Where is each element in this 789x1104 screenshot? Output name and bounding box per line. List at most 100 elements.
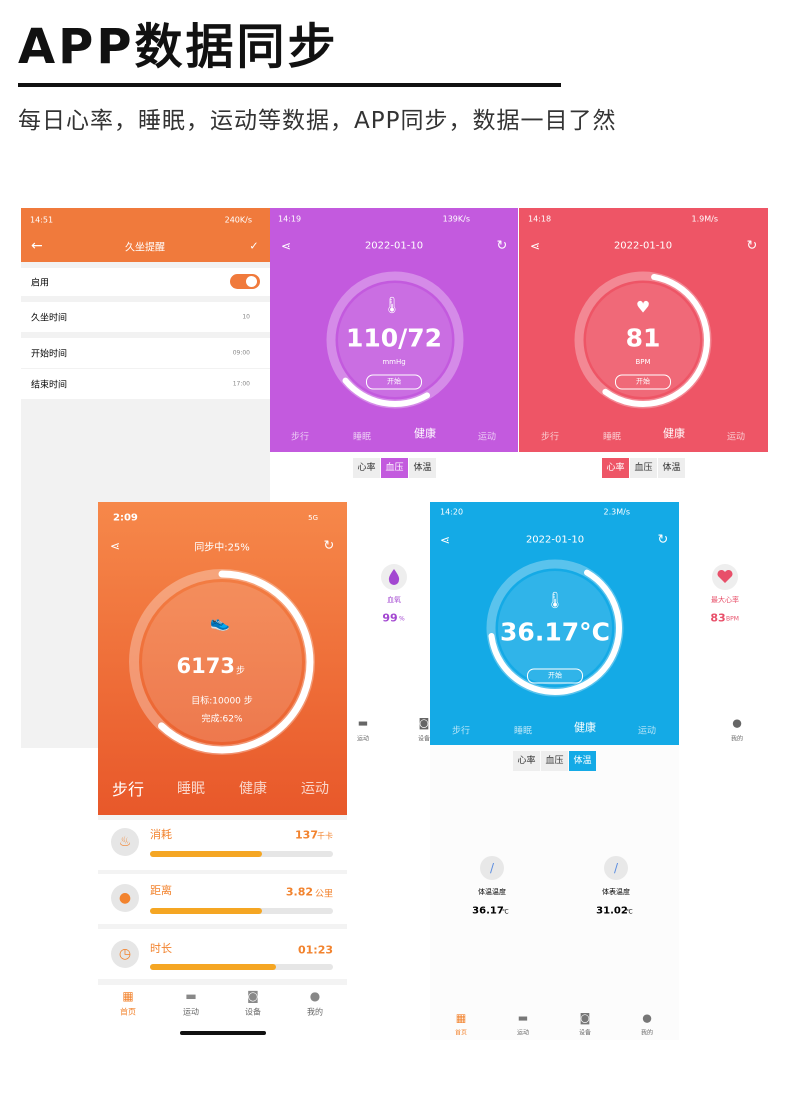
hr-panel xyxy=(519,208,768,452)
tab[interactable]: 睡眠 xyxy=(352,432,372,443)
metric-unit: 千卡 xyxy=(317,831,333,841)
thermometer-icon: / xyxy=(604,856,628,880)
progress-track xyxy=(150,964,333,970)
share-button[interactable]: ⋖ xyxy=(529,239,541,253)
card-label: 血氧 xyxy=(387,596,401,604)
tab[interactable]: 运动 xyxy=(637,726,657,737)
subtab[interactable]: 体温 xyxy=(658,458,685,478)
row[interactable] xyxy=(21,302,270,332)
title: APP数据同步 xyxy=(18,19,339,75)
nav-label[interactable]: 运动 xyxy=(356,735,370,743)
reading: 36.17°C xyxy=(500,617,610,647)
tab[interactable]: 步行 xyxy=(451,726,471,737)
heart-icon xyxy=(712,564,738,590)
nav-label[interactable]: 我的 xyxy=(730,735,744,743)
card-unit: ℃ xyxy=(626,908,633,916)
start-button[interactable]: 开始 xyxy=(615,374,671,390)
subtab[interactable]: 心率 xyxy=(602,458,629,478)
tab[interactable]: 健康 xyxy=(239,781,267,797)
row[interactable] xyxy=(21,369,270,399)
tab[interactable]: 睡眠 xyxy=(602,432,622,443)
tab[interactable]: 健康 xyxy=(414,427,436,440)
tab[interactable]: 健康 xyxy=(574,721,596,734)
subtab[interactable]: 心率 xyxy=(513,751,540,771)
status-speed: 2.3M/s xyxy=(603,507,631,517)
refresh-button[interactable]: ↻ xyxy=(746,238,758,254)
nav-icon: ▬ xyxy=(185,989,197,1003)
date: 2022-01-10 xyxy=(613,240,673,252)
thermometer-icon: 🌡 xyxy=(381,295,403,315)
tab[interactable]: 运动 xyxy=(301,781,329,797)
fire-icon: ♨ xyxy=(111,828,139,856)
nav-icon: ● xyxy=(732,716,742,730)
card-label: 最大心率 xyxy=(711,596,739,604)
nav-label[interactable]: 首页 xyxy=(120,1007,136,1017)
metric-card xyxy=(98,874,347,924)
subtab[interactable]: 血压 xyxy=(381,458,408,478)
refresh-button[interactable]: ↻ xyxy=(323,538,335,554)
tab[interactable]: 睡眠 xyxy=(513,726,533,737)
nav-label[interactable]: 设备 xyxy=(417,735,431,743)
share-button[interactable]: ⋖ xyxy=(280,239,292,253)
settings-header xyxy=(21,208,270,262)
status-time: 14:19 xyxy=(278,214,302,224)
share-button[interactable]: ⋖ xyxy=(109,539,121,553)
subtab[interactable]: 血压 xyxy=(630,458,657,478)
refresh-button[interactable]: ↻ xyxy=(496,238,508,254)
nav-label[interactable]: 设备 xyxy=(245,1007,261,1017)
card-unit: BPM xyxy=(726,615,739,623)
metric-value: 3.82 xyxy=(285,885,313,899)
start-button[interactable]: 开始 xyxy=(366,374,422,390)
status-time: 14:18 xyxy=(528,214,552,224)
refresh-button[interactable]: ↻ xyxy=(657,532,669,548)
row[interactable] xyxy=(21,338,270,368)
row-value: 09:00 xyxy=(232,349,250,357)
metric-value: 01:23 xyxy=(297,943,333,957)
share-button[interactable]: ⋖ xyxy=(439,533,451,547)
progress-fill xyxy=(150,964,276,970)
nav-label[interactable]: 首页 xyxy=(454,1029,468,1037)
ring xyxy=(486,559,624,697)
rule xyxy=(18,83,561,87)
steps-header xyxy=(98,502,347,815)
done: 完成:62% xyxy=(201,714,243,725)
nav-label[interactable]: 我的 xyxy=(640,1029,654,1037)
nav-label[interactable]: 运动 xyxy=(516,1029,530,1037)
steps: 6173 xyxy=(176,654,235,678)
subtab[interactable]: 血压 xyxy=(541,751,568,771)
nav-icon: ● xyxy=(642,1011,652,1025)
nav-label[interactable]: 我的 xyxy=(307,1007,323,1017)
tab[interactable]: 步行 xyxy=(290,432,310,443)
tab[interactable]: 健康 xyxy=(663,427,685,440)
progress-fill xyxy=(150,908,262,914)
confirm-button[interactable]: ✓ xyxy=(249,239,259,253)
ring xyxy=(574,271,712,409)
tab[interactable]: 步行 xyxy=(111,780,145,799)
start-button[interactable]: 开始 xyxy=(527,668,583,684)
nav-label[interactable]: 运动 xyxy=(183,1007,199,1017)
metric-label: 时长 xyxy=(150,942,172,955)
back-button[interactable]: ← xyxy=(31,238,43,254)
metric-label: 消耗 xyxy=(150,828,172,841)
ring xyxy=(129,569,315,755)
nav-label[interactable]: 设备 xyxy=(578,1029,592,1037)
tab[interactable]: 睡眠 xyxy=(177,781,205,797)
subtab[interactable]: 心率 xyxy=(353,458,380,478)
progress-fill xyxy=(150,851,262,857)
progress-track xyxy=(150,908,333,914)
card-value: 83 xyxy=(710,611,726,625)
tab[interactable]: 运动 xyxy=(726,432,746,443)
status-time: 14:51 xyxy=(30,215,54,225)
toggle[interactable] xyxy=(230,274,260,289)
tab[interactable]: 步行 xyxy=(540,432,560,443)
bp-panel xyxy=(270,208,518,452)
home-indicator xyxy=(180,1031,266,1035)
temp-panel xyxy=(430,502,679,745)
card-label: 体表温度 xyxy=(602,888,630,896)
reading: 81 xyxy=(625,323,661,353)
row-value: 17:00 xyxy=(232,380,250,388)
tab[interactable]: 运动 xyxy=(477,432,497,443)
subtab[interactable]: 体温 xyxy=(409,458,436,478)
subtab[interactable]: 体温 xyxy=(569,751,596,771)
nav-icon: ▬ xyxy=(517,1011,529,1025)
